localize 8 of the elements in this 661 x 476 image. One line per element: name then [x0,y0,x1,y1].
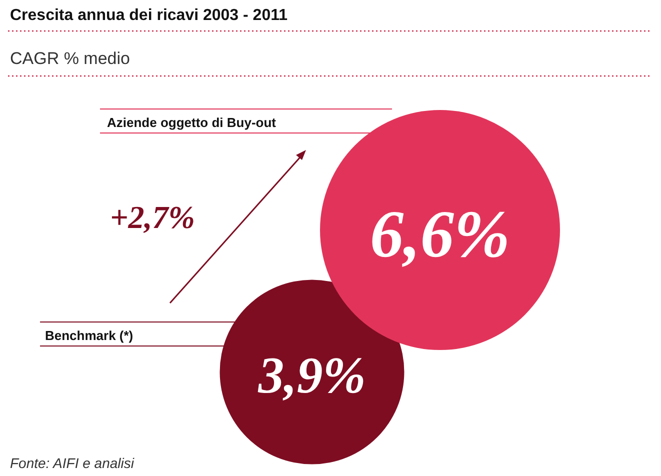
source-note: Fonte: AIFI e analisi [10,455,135,471]
text: CAGR % medio [10,49,130,68]
data-label: 6,6% [370,196,510,272]
category-label: Benchmark (*) [45,328,134,343]
category-label: Aziende oggetto di Buy-out [107,115,277,130]
text: +2,7% [110,199,195,235]
data-label: 3,9% [257,347,366,404]
text: Crescita annua dei ricavi 2003 - 2011 [10,7,288,24]
